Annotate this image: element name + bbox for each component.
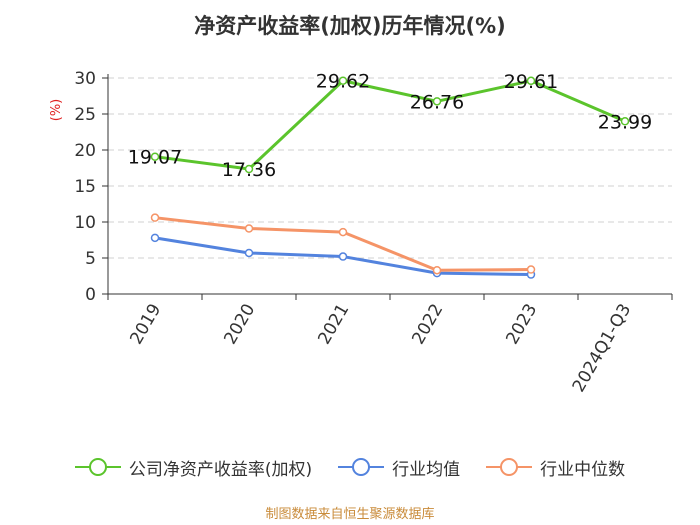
y-tick-label: 5 [85,249,96,269]
y-tick-label: 10 [74,213,96,233]
legend-item[interactable]: 行业均值 [338,455,460,480]
x-tick-label: 2019 [126,301,165,348]
y-tick-label: 0 [85,285,96,305]
data-point [526,265,536,274]
data-label: 23.99 [598,111,652,133]
series [150,76,630,279]
legend: 公司净资产收益率(加权) 行业均值 行业中位数 [0,452,700,482]
y-tick-label: 15 [74,177,96,197]
source-note: 制图数据来自恒生聚源数据库 [265,507,435,522]
data-point [526,76,536,86]
data-point [244,248,254,258]
y-axis-title: (%) [49,99,64,122]
legend-circle [500,458,519,476]
x-tick-label: 2020 [220,301,259,348]
axes: 0 5 10 15 20 25 30 (%) 2019 2020 2021 2022 2023 2024Q… [49,69,673,396]
legend-circle [88,458,107,476]
series-line [154,79,626,171]
data-point [150,213,160,222]
legend-label: 行业均值 [392,459,461,480]
data-label: 19.07 [128,147,182,169]
legend-marker-icon [338,458,385,476]
legend-item[interactable]: 公司净资产收益率(加权) [74,455,313,480]
series-line [154,216,532,272]
data-labels: 19.07 17.36 29.62 26.76 29.61 23.99 [128,71,652,181]
data-label: 17.36 [222,159,276,181]
data-point [338,252,348,261]
data-label: 29.61 [504,71,558,93]
legend-item[interactable]: 行业中位数 [486,455,625,480]
data-point [150,152,160,161]
data-point [432,97,442,106]
data-point [338,227,348,237]
chart-title: 净资产收益率(加权)历年情况(%) [194,14,506,38]
x-tick-label: 2024Q1-Q3 [569,301,636,396]
legend-marker-icon [486,458,533,476]
data-label: 29.62 [316,71,370,93]
y-tick-label: 20 [74,141,96,161]
legend-label: 行业中位数 [540,459,626,480]
data-point [620,117,630,126]
y-tick-label: 25 [74,105,96,125]
data-label: 26.76 [410,91,464,113]
x-tick-label: 2023 [502,301,541,348]
data-point [244,224,254,233]
data-point [244,164,254,174]
x-tick-label: 2021 [314,301,353,348]
data-point [338,76,348,85]
y-tick-label: 30 [74,69,96,89]
x-tick-label: 2022 [408,301,447,348]
legend-label: 公司净资产收益率(加权) [128,459,313,480]
data-point [432,265,442,275]
data-point [150,233,160,243]
legend-circle [352,458,371,476]
legend-marker-icon [74,458,121,476]
